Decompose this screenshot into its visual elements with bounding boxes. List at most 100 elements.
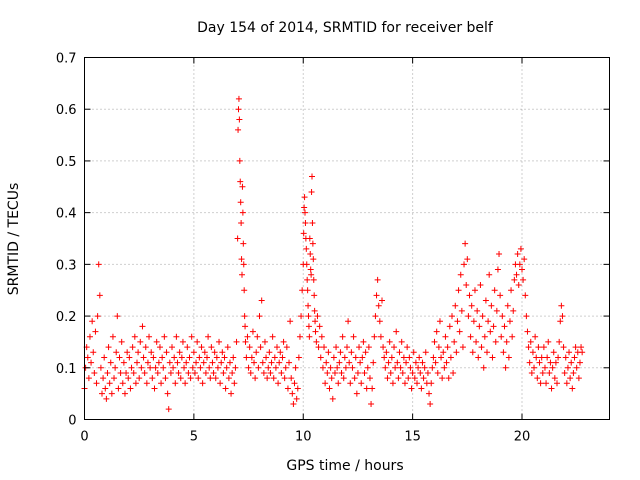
data-point xyxy=(345,318,352,325)
data-point xyxy=(162,375,169,382)
data-point xyxy=(453,349,460,356)
data-point xyxy=(482,297,489,304)
data-point xyxy=(303,245,310,252)
data-point xyxy=(126,354,133,361)
data-point xyxy=(571,354,578,361)
data-point xyxy=(103,395,110,402)
data-point xyxy=(409,369,416,376)
data-point xyxy=(137,338,144,345)
data-point xyxy=(246,344,253,351)
data-point xyxy=(152,364,159,371)
data-point xyxy=(160,364,167,371)
data-point xyxy=(519,266,525,273)
data-point xyxy=(392,364,399,371)
y-tick-label: 0.5 xyxy=(56,155,77,170)
data-point xyxy=(492,338,499,345)
data-point xyxy=(573,364,580,371)
data-point xyxy=(438,354,445,361)
data-point xyxy=(341,354,348,361)
data-point xyxy=(504,302,511,309)
data-point xyxy=(93,380,100,387)
data-point xyxy=(368,400,375,407)
data-point xyxy=(461,261,468,268)
data-point xyxy=(494,266,501,273)
data-point xyxy=(301,204,308,211)
data-point xyxy=(430,354,437,361)
data-point xyxy=(539,369,546,376)
data-point xyxy=(361,369,368,376)
data-point xyxy=(166,359,173,366)
data-point xyxy=(119,380,126,387)
data-point xyxy=(254,333,261,340)
data-point xyxy=(268,359,275,366)
data-point xyxy=(300,230,307,237)
data-point xyxy=(290,400,297,407)
data-point xyxy=(566,349,573,356)
data-point xyxy=(366,375,373,382)
x-axis-label: GPS time / hours xyxy=(286,458,403,474)
data-point xyxy=(165,406,172,413)
data-point xyxy=(128,364,135,371)
data-point xyxy=(450,369,457,376)
data-point xyxy=(515,282,522,289)
data-point xyxy=(543,380,550,387)
data-point xyxy=(224,344,231,351)
data-point xyxy=(150,354,157,361)
data-point xyxy=(306,333,313,340)
data-point xyxy=(443,359,450,366)
data-point xyxy=(240,261,247,268)
data-point xyxy=(174,359,181,366)
data-point xyxy=(500,349,507,356)
data-point xyxy=(154,369,161,376)
data-point xyxy=(236,116,243,123)
data-point xyxy=(426,390,433,397)
data-point xyxy=(421,364,428,371)
data-point xyxy=(140,354,147,361)
data-point xyxy=(479,313,486,320)
data-point xyxy=(212,375,219,382)
data-point xyxy=(316,323,323,330)
data-point xyxy=(86,333,93,340)
data-point xyxy=(477,282,484,289)
data-point xyxy=(514,251,521,258)
data-point xyxy=(171,354,178,361)
data-point xyxy=(567,375,574,382)
data-point xyxy=(161,333,168,340)
data-point xyxy=(484,349,490,356)
data-point xyxy=(302,219,309,226)
data-point xyxy=(465,313,472,320)
data-point xyxy=(144,359,151,366)
data-point xyxy=(190,349,197,356)
data-point xyxy=(169,344,175,351)
data-point xyxy=(132,380,139,387)
data-point xyxy=(237,199,244,206)
data-point xyxy=(92,328,99,335)
data-point xyxy=(473,338,480,345)
data-point xyxy=(384,375,391,382)
data-point xyxy=(257,344,264,351)
data-point xyxy=(310,256,317,263)
data-point xyxy=(312,318,319,325)
data-point xyxy=(114,313,121,320)
data-point xyxy=(454,318,461,325)
data-point xyxy=(266,349,273,356)
data-point xyxy=(468,302,475,309)
tick-labels: 0 0.1 0.2 0.3 0.4 0.5 0.6 0.7 0 5 10 15 20 xyxy=(56,52,530,445)
data-point xyxy=(508,287,515,294)
data-point xyxy=(496,251,503,258)
data-point xyxy=(222,385,229,392)
data-point xyxy=(200,359,207,366)
data-point xyxy=(528,369,535,376)
data-point xyxy=(233,338,240,345)
data-point xyxy=(183,359,190,366)
data-point xyxy=(365,344,372,351)
data-point xyxy=(558,302,565,309)
data-point xyxy=(142,344,149,351)
data-point xyxy=(474,307,481,314)
data-point xyxy=(292,364,299,371)
data-point xyxy=(498,333,505,340)
data-point xyxy=(134,359,140,366)
data-point xyxy=(298,313,305,320)
data-point xyxy=(202,369,209,376)
